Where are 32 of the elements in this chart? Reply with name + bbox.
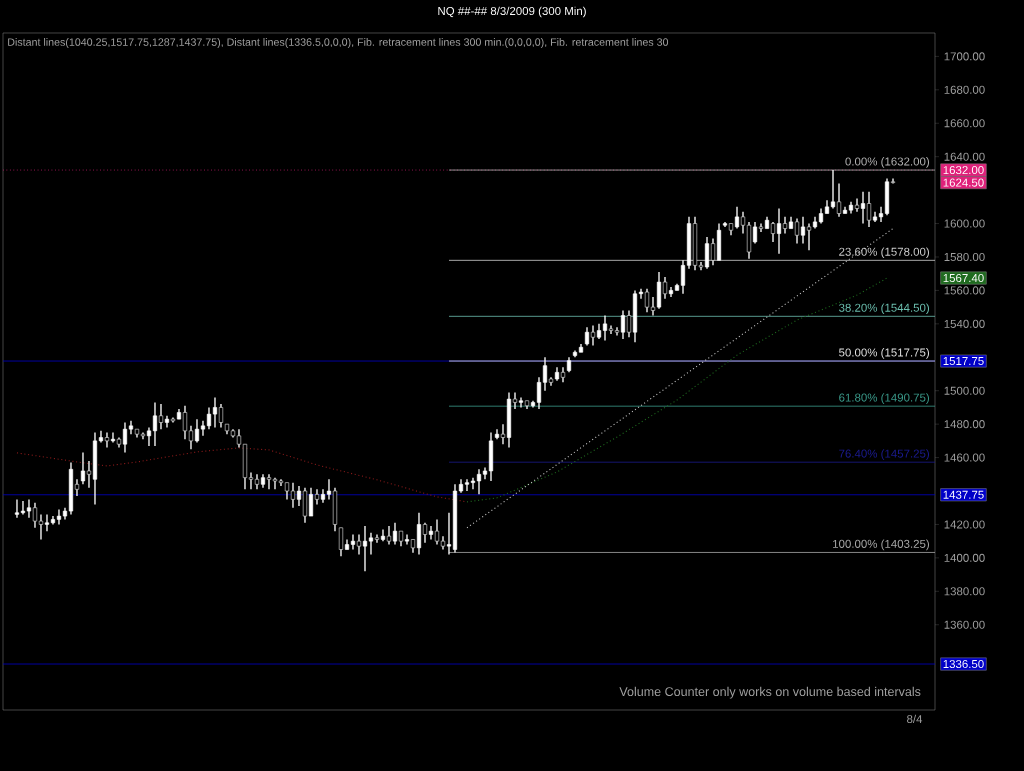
ref-line-label: 1437.75 [943, 490, 984, 499]
y-tick-label: 1580.00 [944, 252, 985, 262]
y-tick-label: 1640.00 [944, 152, 985, 161]
ref-line-label: 1517.75 [943, 357, 984, 366]
ref-line-label: 50.00% (1517.75) [839, 348, 930, 359]
ref-line-label: 23.60% (1578.00) [839, 247, 930, 259]
ref-line-label: 1336.50 [943, 659, 984, 669]
y-tick-label: 1600.00 [944, 219, 985, 228]
text: 8/4 [907, 714, 923, 724]
text: 1624.50 [943, 178, 984, 187]
y-tick-label: 1480.00 [944, 420, 985, 429]
ref-line-label: 100.00% (1403.25) [833, 539, 930, 551]
annotation: Volume Counter only works on volume based intervals [619, 686, 921, 699]
y-tick-label: 1500.00 [944, 386, 985, 395]
text: 1567.40 [943, 273, 984, 283]
chart-subtitle: Distant lines(1040.25,1517.75,1287,1437.75), Distant lines(1336.5,0,0,0), Fib. retracement lines 300 min.(0,0,0,0), Fib. retracement lines 30 [8, 38, 669, 48]
y-tick-label: 1700.00 [944, 52, 985, 61]
ref-line-label: 0.00% (1632.00) [845, 157, 930, 168]
y-tick-label: 1360.00 [944, 620, 985, 629]
ref-line-label: 38.20% (1544.50) [839, 303, 930, 315]
chart-title: NQ ##-## 8/3/2009 (300 Min) [438, 6, 586, 18]
y-tick-label: 1680.00 [944, 85, 985, 94]
y-tick-label: 1380.00 [944, 587, 985, 596]
y-tick-label: 1560.00 [944, 286, 985, 295]
ref-line-label: 76.40% (1457.25) [839, 449, 930, 460]
ref-line-label: 61.80% (1490.75) [839, 393, 930, 404]
y-tick-label: 1540.00 [944, 319, 985, 328]
y-tick-label: 1460.00 [944, 453, 985, 462]
y-tick-label: 1420.00 [944, 520, 985, 529]
ref-line-label: 1632.00 [943, 166, 984, 175]
y-tick-label: 1400.00 [944, 553, 985, 562]
y-tick-label: 1660.00 [944, 119, 985, 128]
